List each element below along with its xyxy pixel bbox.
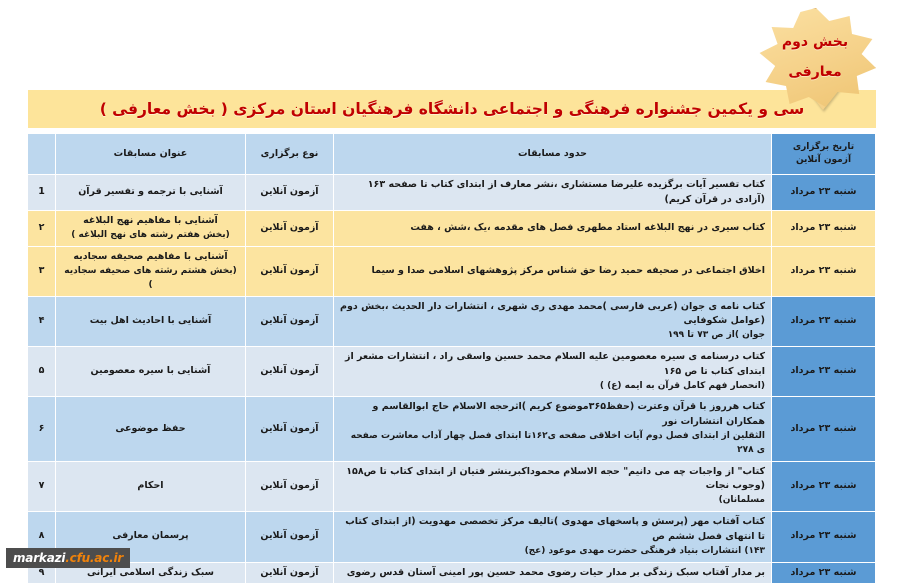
cell-scope: کتاب درسنامه ی سیره معصومین علیه السلام … <box>333 346 772 398</box>
cell-number: ۷ <box>27 460 56 513</box>
cell-title-main: پرسمان معارفی <box>112 530 189 542</box>
cell-title-sub: (بخش هفتم رشته های نهج البلاغه ) <box>71 230 230 241</box>
cell-date: شنبه ۲۳ مرداد <box>771 210 876 248</box>
table-row: شنبه ۲۳ مرداد کتاب هرروز با قرآن وعترت (… <box>27 396 876 462</box>
cell-scope: کتاب" از واجبات چه می دانیم" حجه الاسلام… <box>333 460 772 513</box>
cell-date: شنبه ۲۳ مرداد <box>771 511 876 563</box>
page-title: سی و یکمین جشنواره فرهنگی و اجتماعی دانش… <box>99 100 805 118</box>
cell-number: ۵ <box>27 346 56 398</box>
competitions-table-wrap: تاریخ برگزاری آزمون آنلاین حدود مسابقات … <box>27 133 876 584</box>
cell-number: 1 <box>27 173 56 212</box>
cell-scope-line1: کتاب نامه ی جوان (عربی فارسی )محمد مهدی … <box>340 300 765 327</box>
table-row: شنبه ۲۳ مرداد کتاب درسنامه ی سیره معصومی… <box>27 346 876 398</box>
cell-scope: بر مدار آفتاب سبک زندگی بر مدار حیات رضو… <box>333 561 772 584</box>
cell-title-sub: (بخش هشتم رشته های صحیفه سجادیه ) <box>64 265 237 290</box>
column-header-scope: حدود مسابقات <box>333 133 772 175</box>
table-row: شنبه ۲۳ مرداد اخلاق اجتماعی در صحیفه حمی… <box>27 246 876 297</box>
cell-scope: اخلاق اجتماعی در صحیفه حمید رضا حق شناس … <box>333 246 772 297</box>
column-header-date-line1: تاریخ برگزاری <box>792 142 855 153</box>
cell-scope-line1: بر مدار آفتاب سبک زندگی بر مدار حیات رضو… <box>346 566 765 578</box>
cell-scope-line1: کتاب" از واجبات چه می دانیم" حجه الاسلام… <box>346 465 765 492</box>
cell-type: آزمون آنلاین <box>245 511 334 563</box>
column-header-type: نوع برگزاری <box>245 133 334 175</box>
site-watermark: markazi.cfu.ac.ir <box>6 548 131 568</box>
cell-type: آزمون آنلاین <box>245 173 334 212</box>
cell-title-main: حفظ موضوعی <box>115 422 186 434</box>
cell-type: آزمون آنلاین <box>245 295 334 348</box>
column-header-date-line2: آزمون آنلاین <box>795 155 852 165</box>
column-header-date: تاریخ برگزاری آزمون آنلاین <box>771 133 876 175</box>
cell-scope-line1: اخلاق اجتماعی در صحیفه حمید رضا حق شناس … <box>371 265 765 277</box>
cell-scope: کتاب هرروز با قرآن وعترت (حفظ۳۶۵موضوع کر… <box>333 396 772 462</box>
column-header-title: عنوان مسابقات <box>55 133 246 175</box>
cell-title: آشنایی با ترجمه و تفسیر قرآن <box>55 173 246 212</box>
cell-scope: کتاب نامه ی جوان (عربی فارسی )محمد مهدی … <box>333 295 772 348</box>
cell-number: ۶ <box>27 396 56 462</box>
cell-date: شنبه ۲۳ مرداد <box>771 561 876 584</box>
cell-scope: کتاب تفسیر آیات برگزیده علیرضا مستشاری ،… <box>333 173 772 212</box>
cell-title-main: آشنایی با ترجمه و تفسیر قرآن <box>78 186 223 198</box>
table-header: تاریخ برگزاری آزمون آنلاین حدود مسابقات … <box>27 133 876 175</box>
cell-scope-line2: الثقلین از ابتدای فصل دوم آیات اخلاقی صف… <box>350 430 765 455</box>
cell-number: ۲ <box>27 210 56 248</box>
watermark-part-1: markazi <box>13 551 66 565</box>
cell-scope-line1: کتاب تفسیر آیات برگزیده علیرضا مستشاری ،… <box>367 179 765 205</box>
cell-scope-line1: کتاب آفتاب مهر (پرسش و پاسخهای مهدوی )تا… <box>345 516 765 542</box>
column-header-number <box>27 133 56 175</box>
table-header-row: تاریخ برگزاری آزمون آنلاین حدود مسابقات … <box>27 133 876 175</box>
cell-title: آشنایی با مفاهیم صحیفه سجادیه (بخش هشتم … <box>55 246 246 297</box>
cell-title: آشنایی با سیره معصومین <box>55 346 246 398</box>
star-badge-shape: بخش دوم معارفی <box>742 4 890 112</box>
competitions-table: تاریخ برگزاری آزمون آنلاین حدود مسابقات … <box>27 133 876 584</box>
cell-scope-line2: مسلمانان) <box>718 495 765 506</box>
cell-title: آشنایی با احادیث اهل بیت <box>55 295 246 348</box>
table-row: شنبه ۲۳ مرداد کتاب تفسیر آیات برگزیده عل… <box>27 173 876 212</box>
poster-title-bar: سی و یکمین جشنواره فرهنگی و اجتماعی دانش… <box>28 90 876 128</box>
cell-title: حفظ موضوعی <box>55 396 246 462</box>
cell-type: آزمون آنلاین <box>245 561 334 584</box>
cell-title-main: آشنایی با مفاهیم نهج البلاغه <box>83 215 218 227</box>
cell-date: شنبه ۲۳ مرداد <box>771 173 876 212</box>
cell-scope-line1: کتاب درسنامه ی سیره معصومین علیه السلام … <box>344 351 765 377</box>
cell-date: شنبه ۲۳ مرداد <box>771 460 876 513</box>
cell-title-main: سبک زندگی اسلامی ایرانی <box>86 566 214 578</box>
cell-type: آزمون آنلاین <box>245 460 334 513</box>
table-row: شنبه ۲۳ مرداد کتاب آفتاب مهر (پرسش و پاس… <box>27 511 876 563</box>
cell-type: آزمون آنلاین <box>245 246 334 297</box>
table-row: شنبه ۲۳ مرداد بر مدار آفتاب سبک زندگی بر… <box>27 561 876 584</box>
cell-scope: کتاب سیری در نهج البلاغه استاد مطهری فصل… <box>333 210 772 248</box>
table-row: شنبه ۲۳ مرداد کتاب سیری در نهج البلاغه ا… <box>27 210 876 248</box>
cell-title-main: آشنایی با احادیث اهل بیت <box>89 315 212 327</box>
cell-scope-line1: کتاب سیری در نهج البلاغه استاد مطهری فصل… <box>410 222 765 234</box>
cell-title-main: آشنایی با سیره معصومین <box>90 365 211 377</box>
cell-scope-line2: (انحصار فهم کامل قرآن به ایمه (ع) ) <box>599 380 765 391</box>
cell-type: آزمون آنلاین <box>245 396 334 462</box>
cell-title: آشنایی با مفاهیم نهج البلاغه (بخش هفتم ر… <box>55 210 246 248</box>
table-body: شنبه ۲۳ مرداد کتاب تفسیر آیات برگزیده عل… <box>27 173 876 584</box>
cell-scope: کتاب آفتاب مهر (پرسش و پاسخهای مهدوی )تا… <box>333 511 772 563</box>
cell-title-main: احکام <box>137 480 164 492</box>
eight-point-star-icon <box>759 8 876 107</box>
cell-number: ۴ <box>27 295 56 348</box>
watermark-part-2: .cfu.ac.ir <box>65 551 124 565</box>
section-badge: بخش دوم معارفی <box>742 4 890 112</box>
cell-number: ۳ <box>27 246 56 297</box>
cell-date: شنبه ۲۳ مرداد <box>771 246 876 297</box>
cell-title-main: آشنایی با مفاهیم صحیفه سجادیه <box>73 251 228 263</box>
cell-date: شنبه ۲۳ مرداد <box>771 346 876 398</box>
cell-type: آزمون آنلاین <box>245 346 334 398</box>
cell-scope-line1: کتاب هرروز با قرآن وعترت (حفظ۳۶۵موضوع کر… <box>372 401 765 428</box>
cell-scope-line2: جوان )از ص ۷۳ تا ۱۹۹ <box>667 330 765 341</box>
table-row: شنبه ۲۳ مرداد کتاب نامه ی جوان (عربی فار… <box>27 295 876 348</box>
cell-type: آزمون آنلاین <box>245 210 334 248</box>
cell-date: شنبه ۲۳ مرداد <box>771 396 876 462</box>
cell-date: شنبه ۲۳ مرداد <box>771 295 876 348</box>
cell-title: احکام <box>55 460 246 513</box>
table-row: شنبه ۲۳ مرداد کتاب" از واجبات چه می دانی… <box>27 460 876 513</box>
cell-scope-line2: ۱۴۳) انتشارات بنیاد فرهنگی حضرت مهدی موع… <box>524 545 765 556</box>
